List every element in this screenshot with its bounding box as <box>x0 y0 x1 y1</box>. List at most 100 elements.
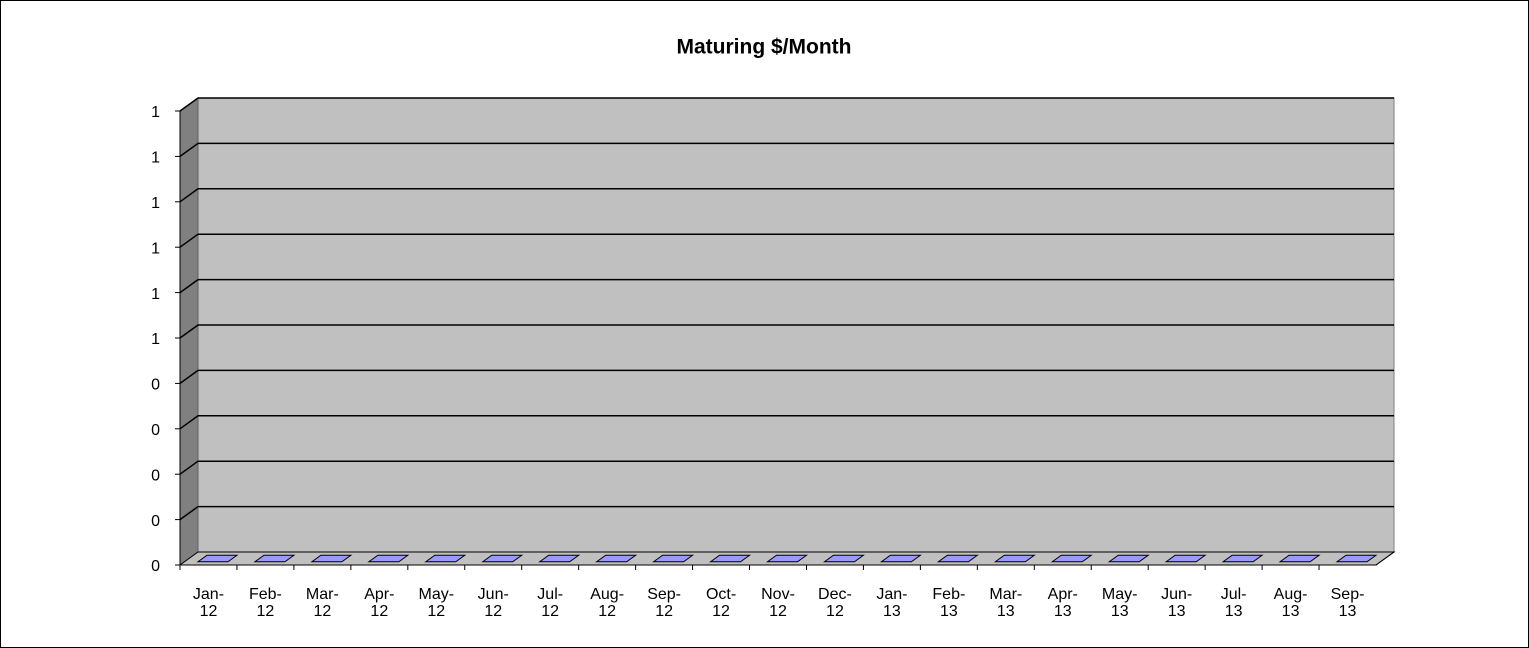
x-tick-label: Oct-12 <box>706 586 736 620</box>
bar <box>481 554 524 563</box>
x-tick-label: Sep-13 <box>1331 586 1365 620</box>
x-tick-label-line: 12 <box>598 603 616 620</box>
bar <box>765 554 809 563</box>
bar-top <box>765 554 809 563</box>
x-tick-label-line: 12 <box>427 603 445 620</box>
bar <box>879 554 922 563</box>
y-tick-label: 0 <box>151 558 160 575</box>
bar <box>538 554 581 563</box>
grid-line <box>179 97 1394 112</box>
x-tick-label: Mar-12 <box>306 586 339 620</box>
bar-top <box>1050 554 1093 563</box>
x-tick-label-line: 12 <box>484 603 502 620</box>
y-tick-label: 1 <box>151 331 160 348</box>
x-tick-label-line: Nov- <box>761 586 795 603</box>
y-tick-label: 1 <box>151 104 160 121</box>
x-tick-label-line: Feb- <box>249 586 282 603</box>
bar-top <box>424 554 467 563</box>
grid-line <box>179 505 1394 521</box>
x-tick-label-line: 13 <box>1282 603 1300 620</box>
x-tick-label-line: 12 <box>655 603 673 620</box>
x-tick-label: Jul-13 <box>1221 586 1247 620</box>
x-tick-label-line: Oct- <box>706 586 736 603</box>
x-tick-label: Feb-12 <box>249 586 282 620</box>
chart-title: Maturing $/Month <box>677 36 852 59</box>
x-tick-label: Dec-12 <box>818 586 852 620</box>
x-tick-label-line: 12 <box>313 603 331 620</box>
x-tick-label-line: 12 <box>826 603 844 620</box>
bar-top <box>993 554 1036 563</box>
bar-top <box>1335 554 1378 563</box>
bar-top <box>1221 554 1264 563</box>
bar <box>936 554 979 563</box>
x-tick-label-line: Jul- <box>537 586 563 603</box>
x-tick-label-line: Mar- <box>989 586 1022 603</box>
y-tick-label: 1 <box>151 286 160 303</box>
y-tick-label: 0 <box>151 377 160 394</box>
bar <box>1335 554 1378 563</box>
x-tick-label-line: 12 <box>541 603 559 620</box>
bar <box>1107 554 1150 563</box>
bar-top <box>1107 554 1150 563</box>
x-tick-label-line: Jan- <box>193 586 224 603</box>
y-tick-label: 1 <box>151 150 160 167</box>
x-tick-label-line: 13 <box>1111 603 1129 620</box>
bar <box>652 554 695 563</box>
y-tick-label: 1 <box>151 195 160 212</box>
x-tick-label-line: 12 <box>257 603 275 620</box>
x-tick-label-line: Apr- <box>1048 586 1078 603</box>
bar <box>595 554 638 563</box>
grid-line <box>179 460 1394 475</box>
x-tick-label-line: 13 <box>1339 603 1357 620</box>
bar <box>993 554 1036 563</box>
x-tick-label-line: Jan- <box>876 586 907 603</box>
x-tick-label-line: 12 <box>712 603 730 620</box>
grid-line <box>179 142 1394 158</box>
x-tick-label: Mar-13 <box>989 586 1022 620</box>
x-tick-label-line: Aug- <box>1274 586 1308 603</box>
x-tick-label-line: Apr- <box>364 586 394 603</box>
x-tick-label-line: Sep- <box>1331 586 1365 603</box>
x-tick-label-line: Jun- <box>1161 586 1192 603</box>
x-tick-label-line: 13 <box>1054 603 1072 620</box>
bar <box>1050 554 1093 563</box>
bar <box>1278 554 1321 563</box>
y-tick-label: 0 <box>151 422 160 439</box>
bar <box>196 554 239 563</box>
x-tick-label: Apr-13 <box>1048 586 1078 620</box>
bar-top <box>310 554 353 563</box>
bar-top <box>1164 554 1207 563</box>
y-tick-label: 0 <box>151 513 160 530</box>
bar-top <box>936 554 979 563</box>
y-tick-label: 1 <box>151 240 160 257</box>
x-tick-label: Jun-12 <box>478 586 509 620</box>
x-tick-label-line: Jun- <box>478 586 509 603</box>
x-tick-label-line: Mar- <box>306 586 339 603</box>
x-tick-label: Nov-12 <box>761 586 795 620</box>
bar <box>367 554 410 563</box>
x-tick-label-line: 13 <box>997 603 1015 620</box>
bar-top <box>481 554 524 563</box>
x-tick-label-line: 12 <box>200 603 218 620</box>
x-tick-label-line: 13 <box>940 603 958 620</box>
x-tick-label: Jul-12 <box>537 586 563 620</box>
grid-line <box>179 233 1394 248</box>
x-axis-end <box>1375 551 1395 566</box>
x-tick-label-line: 13 <box>883 603 901 620</box>
bar-top <box>1278 554 1321 563</box>
x-tick-label: Aug-12 <box>590 586 624 620</box>
bar-top <box>538 554 581 563</box>
x-tick-label-line: May- <box>1102 586 1138 603</box>
bar <box>1164 554 1207 563</box>
x-tick-label: Jan-12 <box>193 586 224 620</box>
bar <box>310 554 353 563</box>
x-tick-label: May-13 <box>1102 586 1138 620</box>
x-tick-label: Sep-12 <box>647 586 681 620</box>
x-tick-label-line: 13 <box>1225 603 1243 620</box>
x-tick-label-line: 13 <box>1168 603 1186 620</box>
bar <box>709 554 752 563</box>
x-tick-label-line: 12 <box>769 603 787 620</box>
bar-top <box>709 554 752 563</box>
bar <box>424 554 467 563</box>
